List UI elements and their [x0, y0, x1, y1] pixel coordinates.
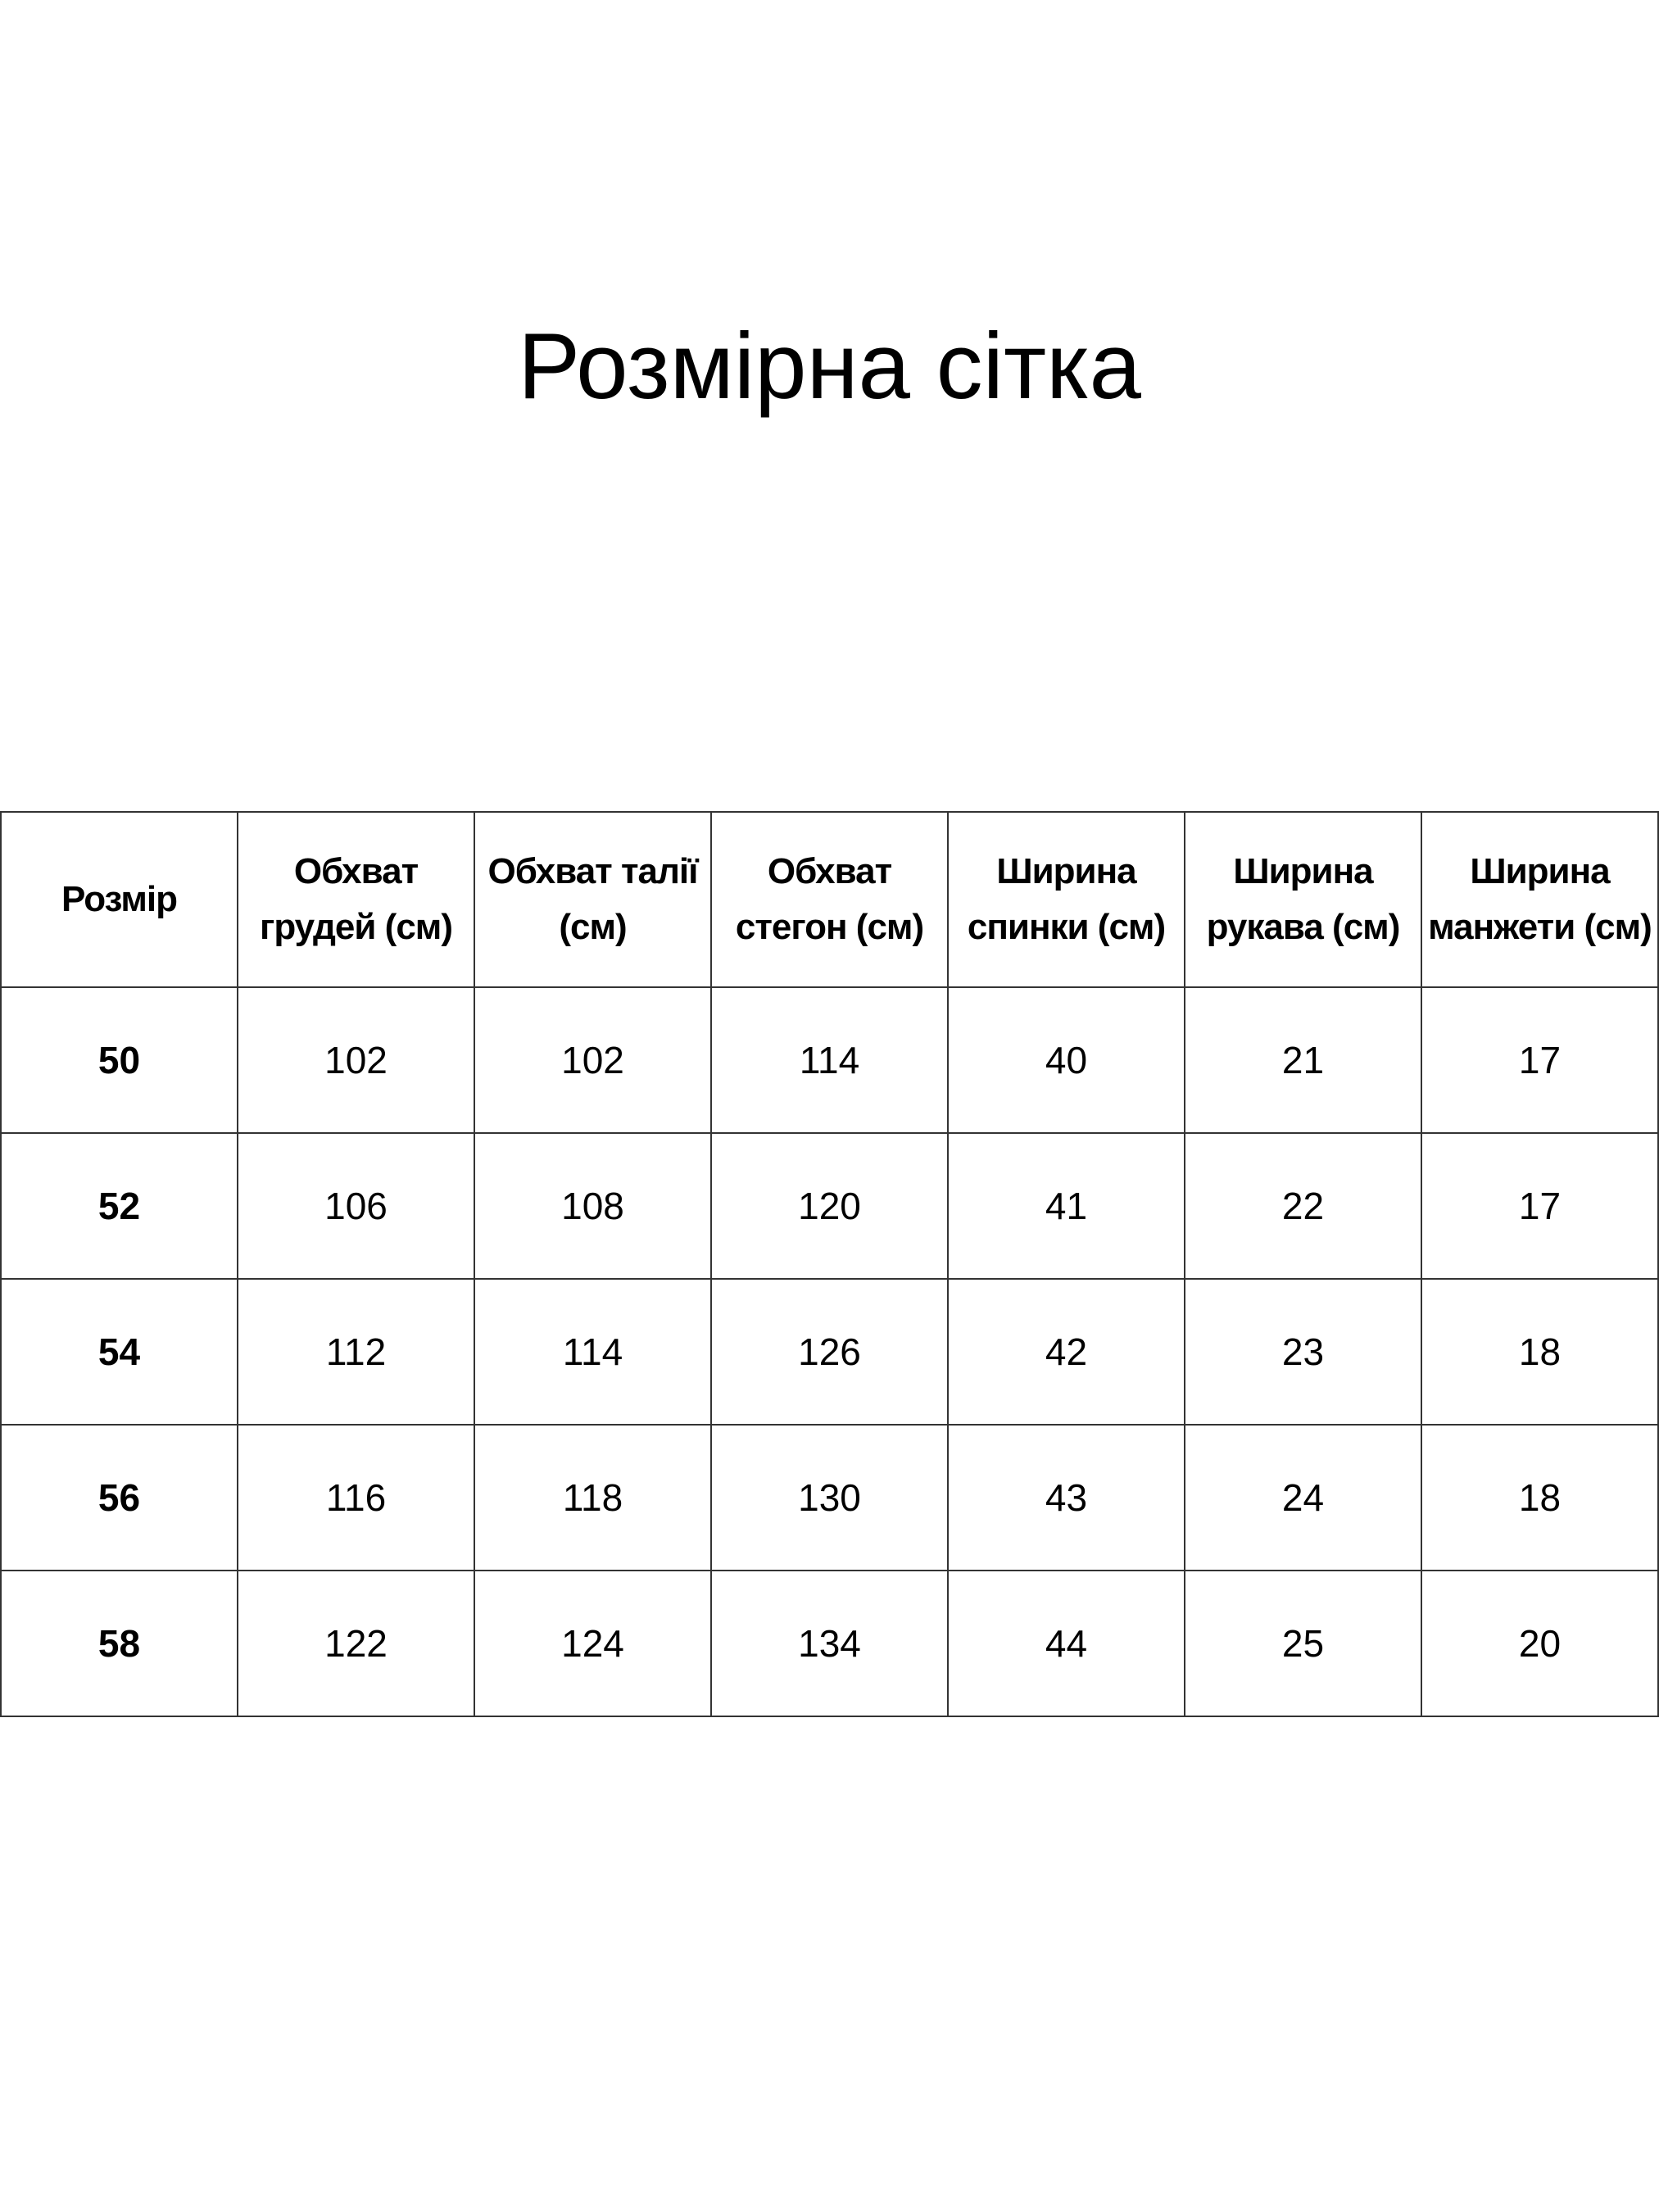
measurement-cell: 42 — [947, 1278, 1185, 1426]
measurement-cell: 130 — [710, 1424, 949, 1571]
measurement-cell: 20 — [1421, 1570, 1659, 1717]
size-cell: 58 — [0, 1570, 238, 1717]
measurement-cell: 25 — [1184, 1570, 1422, 1717]
measurement-cell: 44 — [947, 1570, 1185, 1717]
header-chest: Обхват грудей (см) — [237, 811, 475, 988]
measurement-cell: 116 — [237, 1424, 475, 1571]
measurement-cell: 21 — [1184, 986, 1422, 1134]
header-cuff-width: Ширина манжети (см) — [1421, 811, 1659, 988]
measurement-cell: 102 — [474, 986, 712, 1134]
measurement-cell: 126 — [710, 1278, 949, 1426]
size-cell: 54 — [0, 1278, 238, 1426]
table-row: 54 112 114 126 42 23 18 — [0, 1278, 1659, 1426]
measurement-cell: 17 — [1421, 1132, 1659, 1280]
measurement-cell: 22 — [1184, 1132, 1422, 1280]
measurement-cell: 23 — [1184, 1278, 1422, 1426]
measurement-cell: 120 — [710, 1132, 949, 1280]
measurement-cell: 106 — [237, 1132, 475, 1280]
size-cell: 56 — [0, 1424, 238, 1571]
measurement-cell: 134 — [710, 1570, 949, 1717]
table-row: 50 102 102 114 40 21 17 — [0, 986, 1659, 1134]
table-row: 56 116 118 130 43 24 18 — [0, 1424, 1659, 1571]
measurement-cell: 108 — [474, 1132, 712, 1280]
measurement-cell: 17 — [1421, 986, 1659, 1134]
measurement-cell: 122 — [237, 1570, 475, 1717]
measurement-cell: 24 — [1184, 1424, 1422, 1571]
measurement-cell: 114 — [474, 1278, 712, 1426]
measurement-cell: 114 — [710, 986, 949, 1134]
measurement-cell: 118 — [474, 1424, 712, 1571]
measurement-cell: 112 — [237, 1278, 475, 1426]
table-row: 58 122 124 134 44 25 20 — [0, 1570, 1659, 1717]
measurement-cell: 18 — [1421, 1278, 1659, 1426]
table-row: 52 106 108 120 41 22 17 — [0, 1132, 1659, 1280]
size-cell: 50 — [0, 986, 238, 1134]
header-waist: Обхват талії (см) — [474, 811, 712, 988]
measurement-cell: 124 — [474, 1570, 712, 1717]
header-hips: Обхват стегон (см) — [710, 811, 949, 988]
header-back-width: Ширина спинки (см) — [947, 811, 1185, 988]
measurement-cell: 18 — [1421, 1424, 1659, 1571]
measurement-cell: 102 — [237, 986, 475, 1134]
header-sleeve-width: Ширина рукава (см) — [1184, 811, 1422, 988]
measurement-cell: 43 — [947, 1424, 1185, 1571]
measurement-cell: 40 — [947, 986, 1185, 1134]
measurement-cell: 41 — [947, 1132, 1185, 1280]
size-chart-table: Розмір Обхват грудей (см) Обхват талії (… — [0, 811, 1659, 1717]
page-title: Розмірна сітка — [518, 315, 1141, 419]
size-cell: 52 — [0, 1132, 238, 1280]
header-size: Розмір — [0, 811, 238, 988]
header-row: Розмір Обхват грудей (см) Обхват талії (… — [0, 811, 1659, 988]
